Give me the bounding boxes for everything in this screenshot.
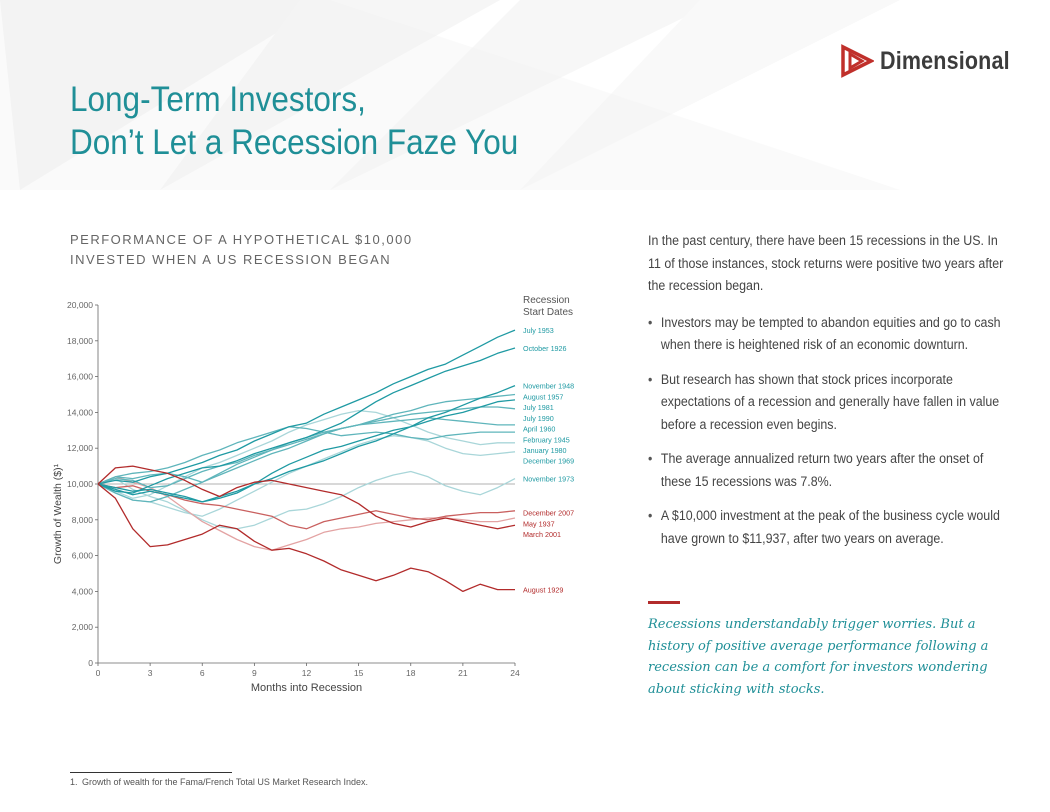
logo-icon <box>841 44 874 78</box>
series-label: December 1969 <box>523 457 574 466</box>
accent-divider <box>648 601 680 604</box>
series-line-august-1957 <box>97 393 516 503</box>
series-label: July 1990 <box>523 414 554 423</box>
series-line-july-1953 <box>97 329 516 485</box>
bullet-item: The average annualized return two years … <box>648 448 1010 493</box>
x-tick-label: 0 <box>96 668 101 678</box>
series-label: August 1957 <box>523 392 563 401</box>
series-label: January 1980 <box>523 446 567 455</box>
y-tick-label: 18,000 <box>67 336 93 346</box>
series-line-july-1981 <box>97 399 516 503</box>
footnote-divider <box>70 772 232 773</box>
chart-heading: PERFORMANCE OF A HYPOTHETICAL $10,000 IN… <box>70 230 413 270</box>
series-label: April 1960 <box>523 425 555 434</box>
x-tick-label: 21 <box>458 668 468 678</box>
bullet-item: But research has shown that stock prices… <box>648 369 1010 437</box>
header-background <box>0 0 1010 190</box>
series-label: July 1981 <box>523 403 554 412</box>
chart-heading-line-1: PERFORMANCE OF A HYPOTHETICAL $10,000 <box>70 232 413 247</box>
bullet-item: A $10,000 investment at the peak of the … <box>648 505 1010 550</box>
series-label: July 1953 <box>523 326 554 335</box>
y-tick-label: 10,000 <box>67 479 93 489</box>
x-tick-label: 12 <box>302 668 312 678</box>
series-line-march-2001 <box>97 465 516 530</box>
series-line-november-1948 <box>97 384 516 503</box>
x-axis-title: Months into Recession <box>251 682 362 694</box>
title-line-1: Long-Term Investors, <box>70 80 366 119</box>
y-tick-label: 4,000 <box>72 586 94 596</box>
title-line-2: Don’t Let a Recession Faze You <box>70 123 519 162</box>
x-tick-label: 3 <box>148 668 153 678</box>
series-label: November 1973 <box>523 475 574 484</box>
y-axis-title: Growth of Wealth ($)¹ <box>52 463 64 564</box>
y-tick-label: 14,000 <box>67 407 93 417</box>
x-tick-label: 6 <box>200 668 205 678</box>
y-tick-label: 12,000 <box>67 443 93 453</box>
x-tick-label: 9 <box>252 668 257 678</box>
series-label: March 2001 <box>523 530 561 539</box>
series-label: May 1937 <box>523 519 555 528</box>
footnote: 1. Growth of wealth for the Fama/French … <box>70 777 368 787</box>
chart-heading-line-2: INVESTED WHEN A US RECESSION BEGAN <box>70 252 392 267</box>
x-tick-label: 18 <box>406 668 416 678</box>
y-tick-label: 20,000 <box>67 300 93 310</box>
recession-line-chart: 0 2,000 4,000 6,000 8,000 10,000 12,000 14,000 1… <box>52 295 574 694</box>
commentary: In the past century, there have been 15 … <box>648 230 1008 562</box>
series-line-october-1926 <box>97 347 516 494</box>
series-label: October 1926 <box>523 344 567 353</box>
dimensional-logo: Dimensional <box>840 44 1031 78</box>
bullet-item: Investors may be tempted to abandon equi… <box>648 312 1010 357</box>
series-line-december-1969 <box>97 435 516 517</box>
pull-quote: Recessions understandably trigger worrie… <box>648 617 989 697</box>
series-label: November 1948 <box>523 382 574 391</box>
y-tick-label: 16,000 <box>67 372 93 382</box>
series-label: December 2007 <box>523 509 574 518</box>
series-line-august-1929 <box>97 483 515 593</box>
x-tick-label: 24 <box>510 668 520 678</box>
series-label: August 1929 <box>523 586 563 595</box>
series-line-november-1973 <box>97 470 516 530</box>
series-line-december-2007 <box>97 483 516 530</box>
y-tick-label: 0 <box>88 658 93 668</box>
logo-text: Dimensional <box>880 46 1010 75</box>
y-tick-label: 2,000 <box>72 622 94 632</box>
legend-title: Recession Start Dates <box>523 295 573 318</box>
y-tick-label: 8,000 <box>72 515 94 525</box>
intro-text: In the past century, there have been 15 … <box>648 233 1004 293</box>
series-line-april-1960 <box>97 417 515 489</box>
series-label: February 1945 <box>523 435 570 444</box>
x-tick-label: 15 <box>354 668 364 678</box>
series-line-february-1945 <box>97 426 515 485</box>
page-title: Long-Term Investors, Don’t Let a Recessi… <box>70 78 518 164</box>
bullet-list: Investors may be tempted to abandon equi… <box>648 312 1008 551</box>
y-tick-label: 6,000 <box>72 551 94 561</box>
